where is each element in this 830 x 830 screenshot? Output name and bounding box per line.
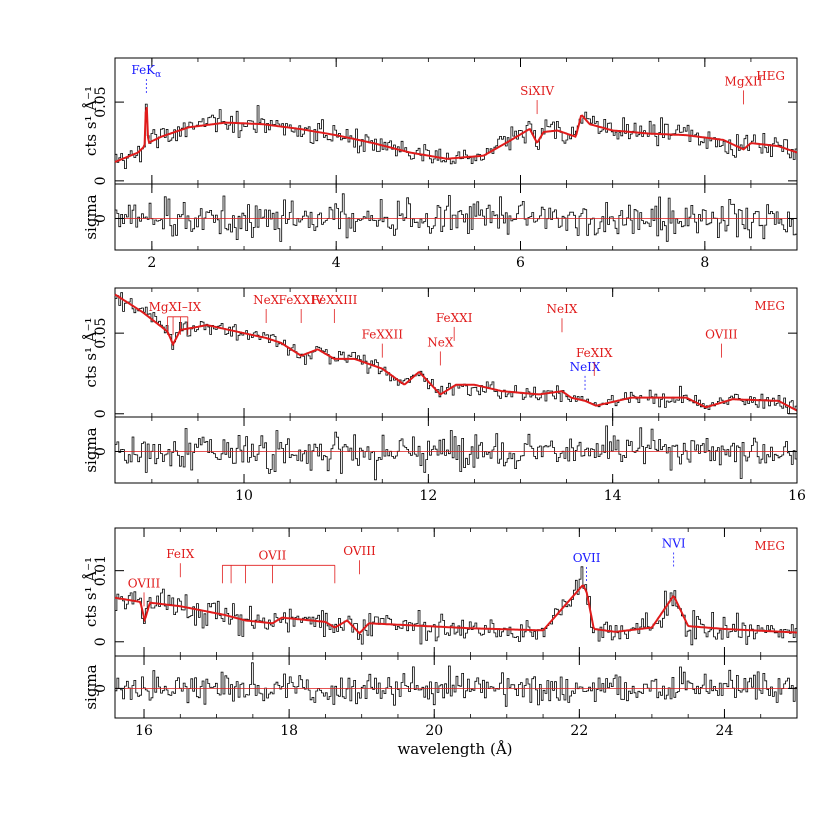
panel-tag: MEG xyxy=(754,539,785,553)
residual-histogram xyxy=(115,425,797,481)
y-tick-label: 0 xyxy=(93,176,109,185)
data-histogram xyxy=(115,103,797,169)
y-tick-label: 0.05 xyxy=(93,87,109,118)
x-tick-label: 16 xyxy=(135,723,153,739)
line-label: MgXI–IX xyxy=(149,300,202,314)
line-label: OVII xyxy=(259,548,287,562)
y-axis-label: cts s¹ Å⁻¹ xyxy=(82,86,100,156)
x-tick-label: 16 xyxy=(788,488,806,504)
y-axis-label: cts s¹ Å⁻¹ xyxy=(82,557,100,627)
y-tick-label: 0 xyxy=(93,637,109,646)
resid-axis-label: sigma xyxy=(82,664,100,709)
line-label: FeKα xyxy=(131,63,161,80)
x-tick-label: 10 xyxy=(235,488,253,504)
residual-frame xyxy=(114,655,798,719)
line-label: FeXIX xyxy=(576,346,613,360)
y-tick-label: 0.05 xyxy=(93,318,109,349)
line-label: FeXXIV xyxy=(279,293,325,307)
x-tick-label: 8 xyxy=(700,255,709,271)
residual-histogram xyxy=(115,662,797,707)
x-tick-label: 18 xyxy=(280,723,298,739)
resid-axis-label: sigma xyxy=(82,427,100,472)
x-tick-label: 20 xyxy=(425,723,443,739)
model-curve xyxy=(114,293,798,412)
residual-frame xyxy=(114,183,798,251)
resid-y-tick-label: 0 xyxy=(93,447,109,456)
data-histogram xyxy=(115,566,797,646)
line-label: FeIX xyxy=(166,547,195,561)
resid-y-tick-label: 0 xyxy=(93,684,109,693)
line-label: FeXXI xyxy=(436,311,473,325)
line-label: NeX xyxy=(427,335,454,349)
line-label: OVII xyxy=(573,551,601,565)
line-label: NeIX xyxy=(570,360,601,374)
line-label: OVIII xyxy=(705,328,738,342)
x-tick-label: 12 xyxy=(419,488,437,504)
line-label: OVIII xyxy=(343,544,376,558)
line-label: OVIII xyxy=(128,576,161,590)
line-label: FeXXII xyxy=(362,328,404,342)
resid-y-tick-label: 0 xyxy=(93,214,109,223)
line-label: NeIX xyxy=(547,302,578,316)
y-tick-label: 0 xyxy=(93,409,109,418)
x-tick-label: 2 xyxy=(147,255,156,271)
line-label: NVI xyxy=(662,537,686,551)
model-curve xyxy=(114,106,798,163)
line-label: SiXIV xyxy=(520,84,554,98)
panel-tag: HEG xyxy=(756,69,785,83)
y-tick-label: 0.01 xyxy=(93,555,109,586)
residual-histogram xyxy=(115,193,797,242)
resid-axis-label: sigma xyxy=(82,194,100,239)
line-label: MgXII xyxy=(725,74,763,88)
x-tick-label: 14 xyxy=(604,488,622,504)
y-axis-label: cts s¹ Å⁻¹ xyxy=(82,317,100,387)
residual-frame xyxy=(114,416,798,484)
x-tick-label: 4 xyxy=(332,255,341,271)
x-tick-label: 24 xyxy=(716,723,734,739)
model-curve xyxy=(114,584,797,635)
x-axis-label: wavelength (Å) xyxy=(397,740,513,758)
line-label: NeX xyxy=(253,293,280,307)
x-tick-label: 6 xyxy=(516,255,525,271)
x-tick-label: 22 xyxy=(570,723,588,739)
panel-tag: MEG xyxy=(754,299,785,313)
line-label: FeXXIII xyxy=(311,293,357,307)
